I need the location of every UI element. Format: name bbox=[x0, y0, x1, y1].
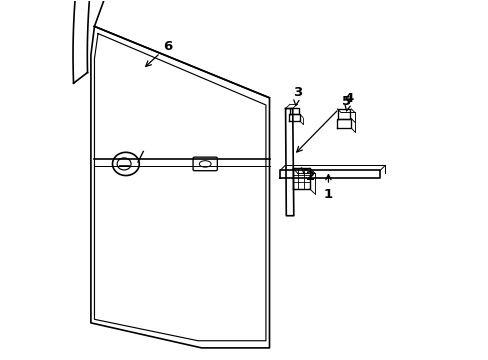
Text: 1: 1 bbox=[323, 175, 332, 201]
Text: 3: 3 bbox=[292, 86, 302, 105]
Text: 2: 2 bbox=[301, 168, 314, 183]
Text: 6: 6 bbox=[145, 40, 172, 67]
Text: 4: 4 bbox=[344, 92, 353, 111]
Text: 5: 5 bbox=[296, 95, 350, 152]
